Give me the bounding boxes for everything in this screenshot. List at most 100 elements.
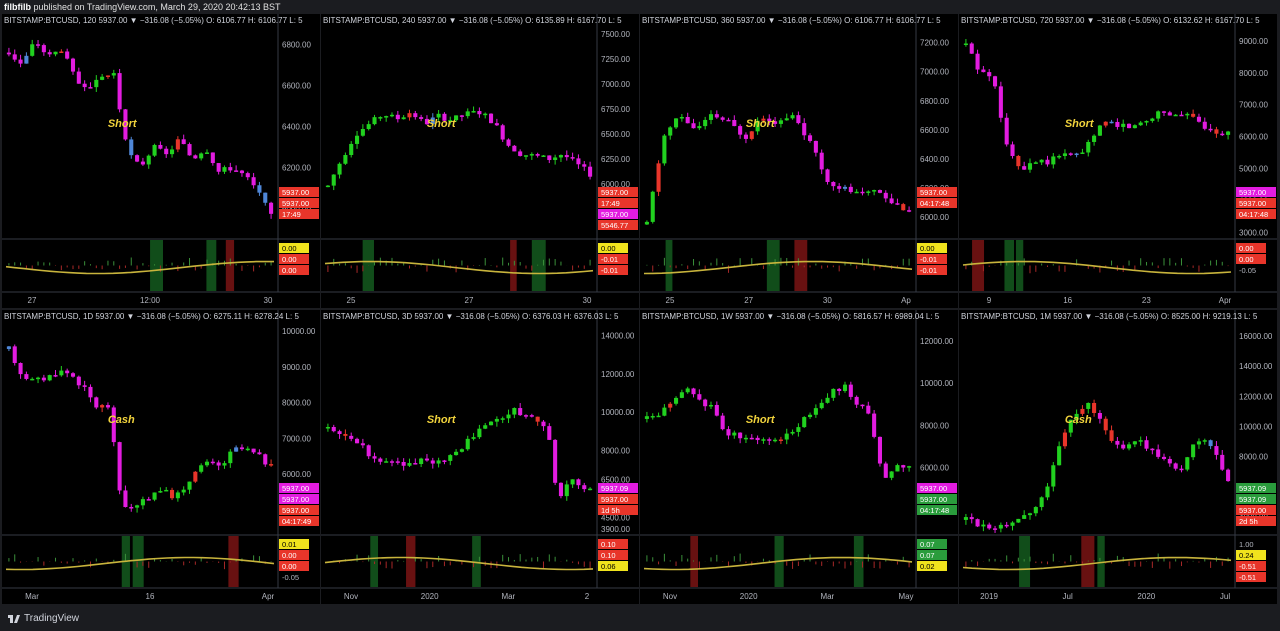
chart-panel[interactable]: BITSTAMP:BTCUSD, 1M 5937.00 ▼ −316.08 (−… (959, 310, 1277, 604)
candle-body (662, 407, 667, 416)
candle-body (459, 115, 464, 117)
symbol-header[interactable]: BITSTAMP:BTCUSD, 120 5937.00 ▼ −316.08 (… (4, 16, 303, 25)
chart-panel[interactable]: BITSTAMP:BTCUSD, 720 5937.00 ▼ −316.08 (… (959, 14, 1277, 308)
candle-body (395, 461, 400, 463)
symbol-header[interactable]: BITSTAMP:BTCUSD, 1M 5937.00 ▼ −316.08 (−… (961, 312, 1258, 321)
symbol-header[interactable]: BITSTAMP:BTCUSD, 720 5937.00 ▼ −316.08 (… (961, 16, 1260, 25)
price-label-bg (279, 198, 319, 208)
chart-svg[interactable]: BITSTAMP:BTCUSD, 120 5937.00 ▼ −316.08 (… (2, 14, 320, 308)
chart-svg[interactable]: BITSTAMP:BTCUSD, 360 5937.00 ▼ −316.08 (… (640, 14, 958, 308)
candle-body (1115, 121, 1120, 127)
candle-body (1109, 121, 1114, 124)
price-label: 04:17:48 (920, 199, 949, 208)
symbol-header[interactable]: BITSTAMP:BTCUSD, 1W 5937.00 ▼ −316.08 (−… (642, 312, 940, 321)
candle-body (1057, 446, 1062, 466)
x-tick-label: Jul (1063, 592, 1073, 601)
chart-svg[interactable]: BITSTAMP:BTCUSD, 720 5937.00 ▼ −316.08 (… (959, 14, 1277, 308)
chart-svg[interactable]: BITSTAMP:BTCUSD, 1M 5937.00 ▼ −316.08 (−… (959, 310, 1277, 604)
price-label: 5937.09 (1239, 495, 1266, 504)
candle-body (210, 461, 215, 464)
candle-body (1027, 513, 1033, 516)
candle-body (650, 191, 655, 222)
indicator-label-bg (917, 539, 947, 549)
candle-body (889, 198, 894, 204)
candle-body (140, 499, 145, 506)
signal-zone (510, 240, 517, 291)
indicator-label: 0.10 (601, 540, 616, 549)
x-tick-label: 16 (146, 592, 155, 601)
annotation-text[interactable]: Short (746, 414, 776, 426)
candle-body (442, 460, 447, 462)
y-tick-label: 6800.00 (920, 97, 949, 106)
candle-body (407, 463, 412, 466)
indicator-label: -0.05 (282, 573, 299, 582)
candle-body (848, 384, 853, 397)
indicator-label: 1.00 (1239, 540, 1254, 549)
candle-body (541, 155, 546, 157)
candle-body (251, 448, 256, 453)
price-label-bg (598, 483, 638, 493)
tradingview-logo-icon[interactable] (8, 615, 20, 623)
symbol-header[interactable]: BITSTAMP:BTCUSD, 240 5937.00 ▼ −316.08 (… (323, 16, 622, 25)
chart-panel[interactable]: BITSTAMP:BTCUSD, 3D 5937.00 ▼ −316.08 (−… (321, 310, 639, 604)
y-tick-label: 3900.00 (601, 525, 630, 534)
candle-body (901, 465, 906, 468)
candle-body (483, 425, 488, 429)
candle-body (343, 155, 348, 164)
tradingview-brand[interactable]: TradingView (24, 613, 80, 624)
candle-body (1156, 449, 1161, 457)
chart-panel[interactable]: BITSTAMP:BTCUSD, 1D 5937.00 ▼ −316.08 (−… (2, 310, 320, 604)
candle-body (489, 113, 494, 124)
symbol-header[interactable]: BITSTAMP:BTCUSD, 1D 5937.00 ▼ −316.08 (−… (4, 312, 299, 321)
chart-svg[interactable]: BITSTAMP:BTCUSD, 3D 5937.00 ▼ −316.08 (−… (321, 310, 639, 604)
y-tick-label: 7000.00 (282, 434, 311, 443)
candle-body (413, 463, 418, 465)
candle-body (18, 59, 23, 64)
candle-body (59, 51, 64, 53)
y-tick-label: 7500.00 (601, 30, 630, 39)
indicator-label-bg (279, 561, 309, 571)
price-label: 5937.00 (282, 495, 309, 504)
chart-svg[interactable]: BITSTAMP:BTCUSD, 1W 5937.00 ▼ −316.08 (−… (640, 310, 958, 604)
chart-panel[interactable]: BITSTAMP:BTCUSD, 1W 5937.00 ▼ −316.08 (−… (640, 310, 958, 604)
chart-panel[interactable]: BITSTAMP:BTCUSD, 120 5937.00 ▼ −316.08 (… (2, 14, 320, 308)
candle-body (1132, 441, 1137, 445)
candle-body (1214, 446, 1219, 455)
annotation-text[interactable]: Cash (1065, 414, 1092, 426)
price-label-bg (598, 198, 638, 208)
symbol-header[interactable]: BITSTAMP:BTCUSD, 360 5937.00 ▼ −316.08 (… (642, 16, 941, 25)
x-tick-label: 9 (987, 296, 992, 305)
candle-body (860, 191, 865, 194)
candle-body (47, 52, 52, 55)
chart-panel[interactable]: BITSTAMP:BTCUSD, 240 5937.00 ▼ −316.08 (… (321, 14, 639, 308)
chart-svg[interactable]: BITSTAMP:BTCUSD, 240 5937.00 ▼ −316.08 (… (321, 14, 639, 308)
chart-panel[interactable]: BITSTAMP:BTCUSD, 360 5937.00 ▼ −316.08 (… (640, 14, 958, 308)
annotation-text[interactable]: Short (1065, 118, 1095, 130)
candle-body (366, 124, 371, 130)
annotation-text[interactable]: Short (746, 118, 776, 130)
candle-body (1022, 166, 1027, 170)
symbol-header[interactable]: BITSTAMP:BTCUSD, 3D 5937.00 ▼ −316.08 (−… (323, 312, 619, 321)
annotation-text[interactable]: Short (427, 118, 457, 130)
candle-body (808, 414, 813, 418)
published-info: published on TradingView.com, March 29, … (33, 2, 281, 12)
chart-svg[interactable]: BITSTAMP:BTCUSD, 1D 5937.00 ▼ −316.08 (−… (2, 310, 320, 604)
x-tick-label: May (898, 592, 913, 601)
candle-body (1161, 456, 1167, 459)
y-tick-label: 10000.00 (601, 408, 635, 417)
annotation-text[interactable]: Cash (108, 414, 135, 426)
candle-body (251, 177, 256, 186)
x-tick-label: Nov (663, 592, 677, 601)
annotation-text[interactable]: Short (108, 118, 138, 130)
candle-body (662, 135, 667, 164)
author-name[interactable]: filbfilb (4, 2, 31, 12)
candle-body (401, 462, 406, 466)
annotation-text[interactable]: Short (427, 414, 457, 426)
candle-body (529, 154, 534, 156)
candle-body (512, 408, 517, 415)
candle-body (743, 437, 748, 440)
indicator-label: -0.01 (920, 266, 937, 275)
y-tick-label: 12000.00 (920, 337, 954, 346)
candle-body (697, 126, 702, 129)
candle-body (140, 161, 145, 165)
